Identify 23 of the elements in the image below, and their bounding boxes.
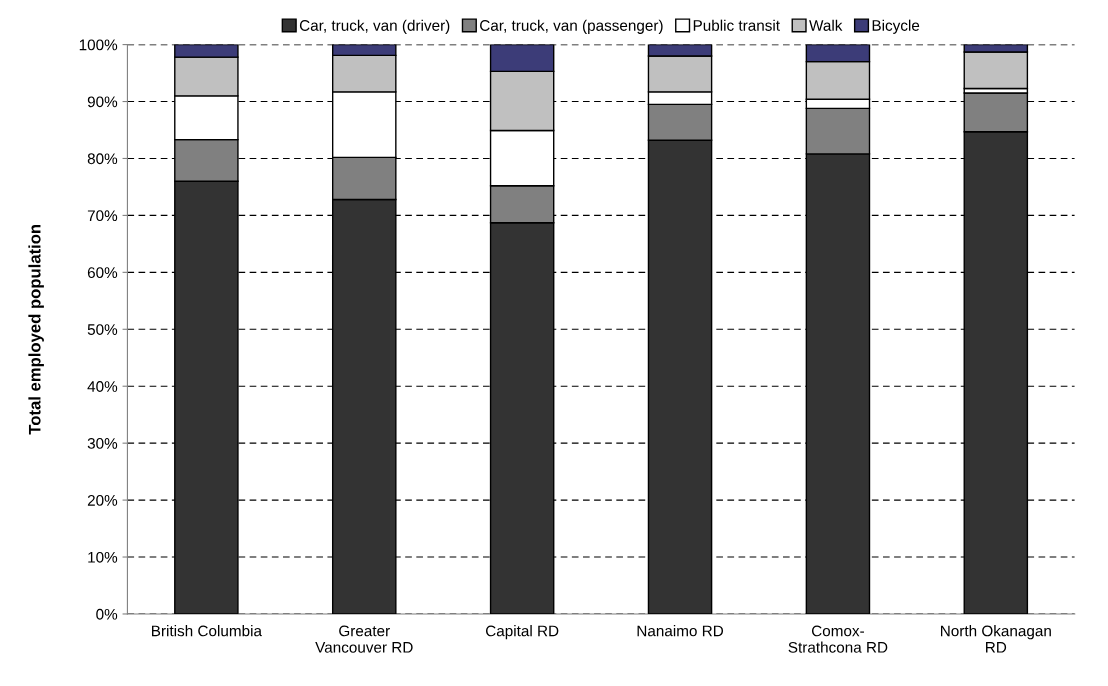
x-tick-label: British Columbia	[152, 625, 262, 637]
y-tick-label: 80%	[87, 153, 118, 165]
y-tick-label: 90%	[87, 96, 118, 108]
x-tick-label: Comox- Strathcona RD	[788, 625, 888, 653]
x-tick-label: Capital RD	[485, 625, 559, 640]
y-tick-label: 100%	[79, 39, 118, 51]
y-tick-label: 10%	[88, 551, 118, 563]
y-tick-label: 0%	[96, 608, 118, 620]
y-tick-label: 20%	[87, 494, 118, 506]
y-tick-label: 30%	[87, 438, 118, 449]
y-tick-label: 40%	[87, 381, 118, 392]
legend-label: Walk	[809, 19, 843, 31]
legend-label: Car, truck, van (passenger)	[480, 19, 663, 34]
y-tick-label: 60%	[87, 267, 118, 279]
y-tick-label: 70%	[87, 210, 118, 222]
legend-label: Car, truck, van (driver)	[299, 19, 450, 34]
legend-label: Public transit	[693, 19, 780, 31]
y-axis-title: Total employed population	[28, 224, 44, 435]
y-tick-label: 50%	[87, 324, 118, 335]
legend-label: Bicycle	[872, 19, 920, 34]
x-tick-label: Greater Vancouver RD	[315, 625, 413, 653]
x-tick-label: North Okanagan RD	[941, 625, 1051, 653]
x-tick-label: Nanaimo RD	[637, 625, 724, 637]
